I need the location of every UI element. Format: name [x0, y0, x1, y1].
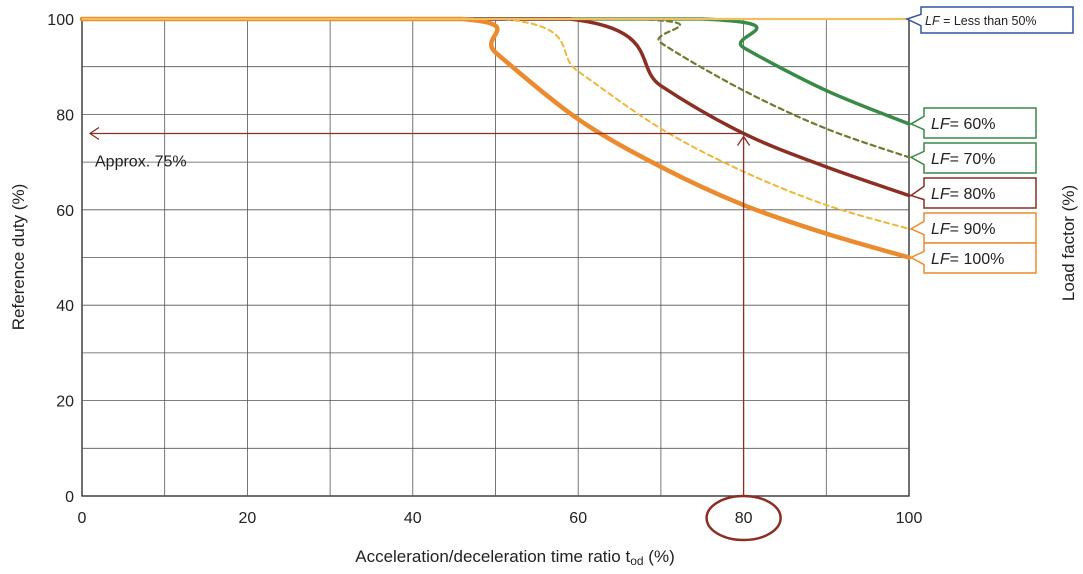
- lf-value: = 60%: [950, 116, 996, 133]
- y-tick-label: 80: [56, 107, 74, 124]
- x-axis-title-sub: od: [630, 554, 643, 568]
- x-axis-title-unit: (%): [644, 547, 675, 566]
- y-tick-label: 20: [56, 394, 74, 411]
- lf-value: = Less than 50%: [940, 14, 1037, 28]
- x-tick-label: 40: [404, 510, 422, 527]
- x-tick-label: 20: [239, 510, 257, 527]
- grid: [82, 19, 909, 496]
- y-tick-label: 40: [56, 298, 74, 315]
- lf-label: LF= 70%: [911, 143, 1036, 173]
- lf-label-text: LF= 60%: [931, 116, 995, 133]
- lf-label: LF= 90%: [911, 213, 1036, 243]
- approx-label: Approx. 75%: [95, 153, 187, 170]
- x-axis-title: Acceleration/deceleration time ratio tod…: [355, 547, 675, 568]
- lf-label: LF= 60%: [911, 108, 1036, 138]
- lf-label-text: LF= 70%: [931, 151, 995, 168]
- x-tick-label: 100: [896, 510, 923, 527]
- x-tick-label: 0: [78, 510, 87, 527]
- lf-italic: LF: [925, 14, 941, 28]
- lf-label-text: LF = Less than 50%: [925, 14, 1037, 28]
- y-tick-label: 100: [47, 12, 74, 29]
- lf-value: = 70%: [950, 151, 996, 168]
- x-tick-label: 60: [569, 510, 587, 527]
- lf-label-text: LF= 100%: [931, 251, 1004, 268]
- y-tick-label: 60: [56, 203, 74, 220]
- lf-italic: LF: [931, 186, 951, 203]
- lf-italic: LF: [931, 151, 951, 168]
- lf-label-text: LF= 90%: [931, 221, 995, 238]
- lf-value: = 90%: [950, 221, 996, 238]
- y2-axis-title: Load factor (%): [1059, 185, 1078, 301]
- legend-labels: LF = Less than 50%LF= 60%LF= 70%LF= 80%L…: [907, 7, 1073, 273]
- lf-label: LF= 100%: [911, 243, 1036, 273]
- y-axis-title: Reference duty (%): [9, 184, 28, 330]
- lf-italic: LF: [931, 116, 951, 133]
- lf-label-text: LF= 80%: [931, 186, 995, 203]
- y-tick-label: 0: [65, 489, 74, 506]
- lf-value: = 80%: [950, 186, 996, 203]
- lf-label: LF= 80%: [911, 178, 1036, 208]
- x-axis-title-main: Acceleration/deceleration time ratio t: [355, 547, 630, 566]
- lf-italic: LF: [931, 221, 951, 238]
- lf-label: LF = Less than 50%: [907, 7, 1073, 33]
- lf-value: = 100%: [950, 251, 1005, 268]
- lf-italic: LF: [931, 251, 951, 268]
- x-tick-label: 80: [735, 510, 753, 527]
